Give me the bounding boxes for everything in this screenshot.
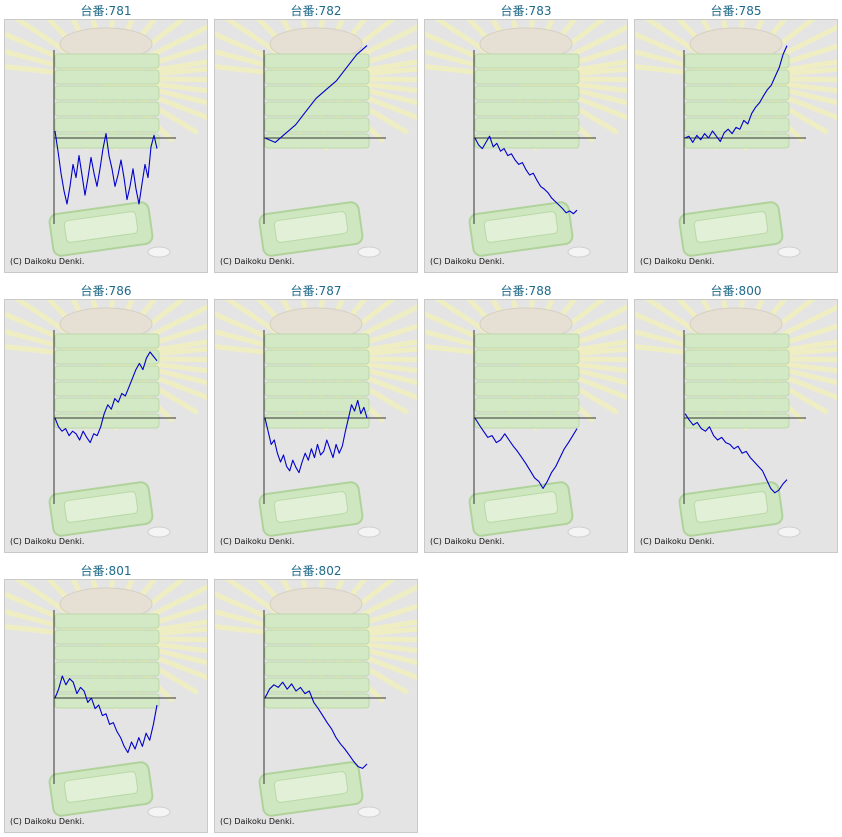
payout-line xyxy=(54,675,158,754)
graph-panel[interactable]: (C) Daikoku Denki. xyxy=(424,299,628,553)
graph-panel[interactable]: (C) Daikoku Denki. xyxy=(214,299,418,553)
payout-line xyxy=(474,417,578,489)
copyright-text: (C) Daikoku Denki. xyxy=(640,537,715,546)
graph-panel[interactable]: (C) Daikoku Denki. xyxy=(4,19,208,273)
machine-number-title: 台番:802 xyxy=(290,564,342,578)
machine-card[interactable]: 台番:783 (C) Daikoku Denki. xyxy=(424,0,628,273)
machine-card[interactable]: 台番:787 (C) Daikoku Denki. xyxy=(214,280,418,553)
machine-card[interactable]: 台番:785 (C) Daikoku Denki. xyxy=(634,0,838,273)
payout-line xyxy=(54,351,158,444)
background-illustration xyxy=(425,300,627,538)
graph-svg xyxy=(5,20,207,258)
payout-line xyxy=(54,130,158,205)
background-illustration xyxy=(215,20,417,258)
copyright-text: (C) Daikoku Denki. xyxy=(220,537,295,546)
copyright-text: (C) Daikoku Denki. xyxy=(220,257,295,266)
graph-panel[interactable]: (C) Daikoku Denki. xyxy=(4,579,208,833)
machine-card[interactable]: 台番:786 (C) Daikoku Denki. xyxy=(4,280,208,553)
machine-number-title: 台番:785 xyxy=(710,4,762,18)
graph-panel[interactable]: (C) Daikoku Denki. xyxy=(214,579,418,833)
copyright-text: (C) Daikoku Denki. xyxy=(430,257,505,266)
graph-svg xyxy=(215,580,417,818)
machine-card[interactable]: 台番:781 (C) Daikoku Denki. xyxy=(4,0,208,273)
background-illustration xyxy=(5,300,207,538)
machine-number-title: 台番:787 xyxy=(290,284,342,298)
background-illustration xyxy=(215,580,417,818)
machine-card[interactable]: 台番:802 (C) Daikoku Denki. xyxy=(214,560,418,833)
graph-panel[interactable]: (C) Daikoku Denki. xyxy=(424,19,628,273)
payout-line xyxy=(684,413,788,494)
machine-number-title: 台番:788 xyxy=(500,284,552,298)
graph-svg xyxy=(215,300,417,538)
payout-line xyxy=(264,399,368,474)
copyright-text: (C) Daikoku Denki. xyxy=(430,537,505,546)
graph-svg xyxy=(215,20,417,258)
machine-number-title: 台番:783 xyxy=(500,4,552,18)
graph-svg xyxy=(5,300,207,538)
machine-card[interactable]: 台番:788 (C) Daikoku Denki. xyxy=(424,280,628,553)
background-illustration xyxy=(635,300,837,538)
machine-number-title: 台番:781 xyxy=(80,4,132,18)
graph-panel[interactable]: (C) Daikoku Denki. xyxy=(634,19,838,273)
machine-card[interactable]: 台番:800 (C) Daikoku Denki. xyxy=(634,280,838,553)
graph-svg xyxy=(5,580,207,818)
background-illustration xyxy=(635,20,837,258)
copyright-text: (C) Daikoku Denki. xyxy=(640,257,715,266)
graph-svg xyxy=(635,20,837,258)
graph-panel[interactable]: (C) Daikoku Denki. xyxy=(214,19,418,273)
machine-card[interactable]: 台番:782 (C) Daikoku Denki. xyxy=(214,0,418,273)
payout-line xyxy=(264,45,368,143)
copyright-text: (C) Daikoku Denki. xyxy=(220,817,295,826)
machine-number-title: 台番:782 xyxy=(290,4,342,18)
background-illustration xyxy=(5,580,207,818)
graph-panel[interactable]: (C) Daikoku Denki. xyxy=(634,299,838,553)
background-illustration xyxy=(5,20,207,258)
machine-card[interactable]: 台番:801 (C) Daikoku Denki. xyxy=(4,560,208,833)
copyright-text: (C) Daikoku Denki. xyxy=(10,817,85,826)
machine-number-title: 台番:801 xyxy=(80,564,132,578)
machine-number-title: 台番:800 xyxy=(710,284,762,298)
graph-panel[interactable]: (C) Daikoku Denki. xyxy=(4,299,208,553)
copyright-text: (C) Daikoku Denki. xyxy=(10,257,85,266)
graph-svg xyxy=(425,300,627,538)
payout-line xyxy=(684,45,788,143)
graph-svg xyxy=(635,300,837,538)
copyright-text: (C) Daikoku Denki. xyxy=(10,537,85,546)
machine-number-title: 台番:786 xyxy=(80,284,132,298)
payout-line xyxy=(474,135,578,215)
payout-line xyxy=(264,681,368,769)
graph-svg xyxy=(425,20,627,258)
